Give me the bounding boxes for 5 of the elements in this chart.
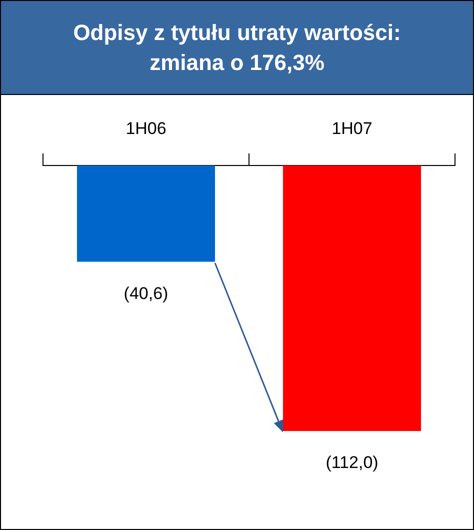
x-tick-label: 1H07	[332, 118, 372, 138]
data-label: (40,6)	[124, 284, 168, 303]
data-label: (112,0)	[326, 453, 378, 472]
chart-title: Odpisy z tytułu utraty wartości: zmiana o 176,3%	[1, 1, 473, 95]
x-tick-label: 1H06	[126, 118, 166, 138]
